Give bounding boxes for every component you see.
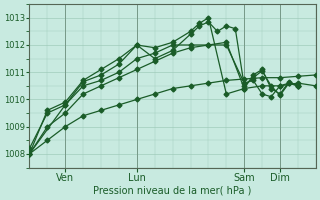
X-axis label: Pression niveau de la mer( hPa ): Pression niveau de la mer( hPa ) <box>93 186 252 196</box>
